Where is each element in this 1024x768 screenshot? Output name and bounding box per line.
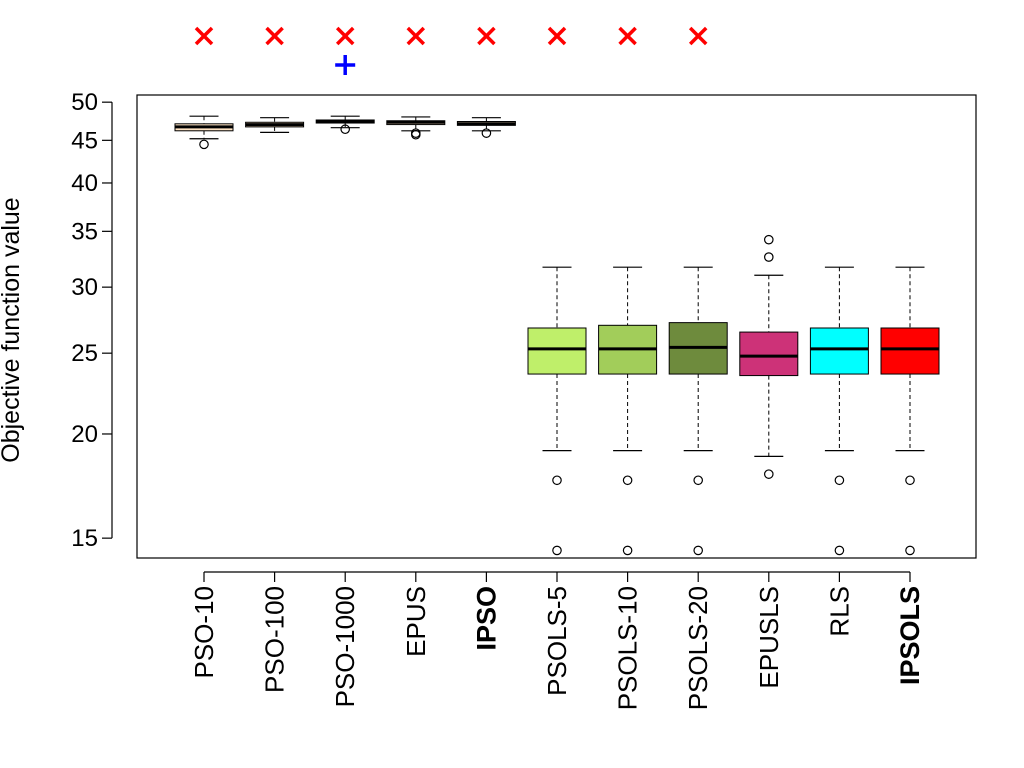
y-axis-label: Objective function value: [0, 197, 25, 462]
y-tick-label: 15: [71, 525, 98, 552]
iqr-box: [880, 327, 940, 375]
red-cross-marker: [335, 26, 355, 46]
x-tick-label: PSO-1000: [330, 586, 360, 707]
plot-frame: [136, 94, 977, 559]
box-ipso: [456, 117, 516, 138]
red-cross-marker: [194, 26, 214, 46]
outlier-point: [905, 545, 915, 556]
y-axis: 15 20 25 30 35 40 45 50: [71, 89, 113, 552]
box-psols-20: [668, 266, 728, 556]
outlier-point: [410, 129, 421, 140]
outlier-point: [763, 234, 774, 245]
box-pso-1000: [315, 115, 375, 135]
red-cross-marker: [477, 26, 496, 46]
outlier-point: [693, 545, 703, 556]
box-rls: [809, 266, 869, 556]
x-tick-label: IPSOLS: [895, 586, 925, 685]
red-cross-marker: [265, 26, 284, 46]
x-tick-label: IPSO: [471, 586, 501, 651]
outlier-point: [622, 475, 633, 486]
outlier-point: [552, 475, 562, 486]
iqr-box: [527, 327, 587, 375]
box-epusls: [739, 234, 799, 479]
outlier-point: [905, 475, 915, 486]
y-tick-label: 20: [71, 421, 98, 448]
outlier-point: [763, 252, 774, 262]
outlier-point: [834, 545, 845, 556]
x-tick-label: PSOLS-10: [613, 586, 643, 710]
iqr-box: [809, 327, 869, 375]
iqr-box: [739, 331, 799, 377]
y-tick-label: 50: [71, 89, 98, 116]
x-axis: PSO-10 PSO-100 PSO-1000 EPUS IPSO PSOLS-5 PSOL…: [189, 571, 925, 710]
significance-markers: [194, 26, 708, 75]
outlier-point: [199, 139, 209, 150]
y-tick-label: 45: [71, 127, 98, 154]
box-ipsols: [880, 266, 940, 556]
red-cross-marker: [618, 26, 637, 46]
red-cross-marker: [406, 26, 426, 46]
box-pso-10: [174, 115, 234, 150]
y-tick-label: 30: [71, 274, 98, 301]
outlier-point: [622, 545, 633, 556]
y-tick-label: 40: [71, 170, 98, 197]
outlier-point: [481, 128, 492, 138]
y-tick-label: 25: [71, 340, 98, 367]
red-cross-marker: [547, 26, 567, 46]
outlier-point: [693, 475, 703, 486]
x-tick-label: PSOLS-5: [542, 586, 572, 696]
box-pso-100: [245, 117, 305, 133]
y-tick-label: 35: [71, 218, 98, 245]
x-tick-label: PSOLS-20: [683, 586, 713, 710]
x-tick-label: RLS: [824, 586, 854, 637]
blue-plus-marker: [335, 55, 356, 75]
x-tick-label: PSO-100: [260, 586, 290, 693]
outlier-point: [552, 545, 562, 556]
boxes: [174, 115, 940, 556]
box-psols-10: [598, 266, 658, 556]
red-cross-marker: [688, 26, 708, 46]
x-tick-label: EPUS: [401, 586, 431, 657]
outlier-point: [834, 475, 845, 486]
x-tick-label: EPUSLS: [754, 586, 784, 689]
outlier-point: [763, 469, 774, 479]
outlier-point: [340, 124, 350, 135]
box-psols-5: [527, 266, 587, 556]
x-tick-label: PSO-10: [189, 586, 219, 679]
box-epus: [386, 116, 446, 140]
